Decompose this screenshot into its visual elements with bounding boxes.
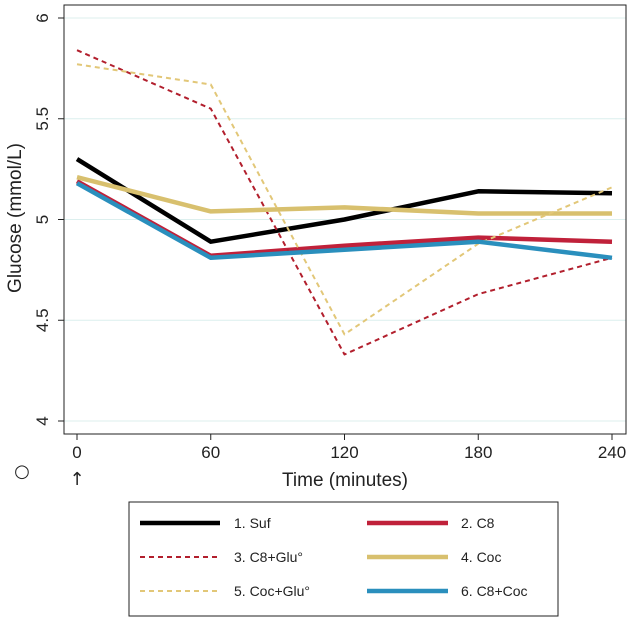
- legend-label-3: 3. C8+Glu°: [234, 549, 303, 565]
- x-tick-label: 240: [598, 443, 626, 462]
- x-tick-labels: 0 60 120 180 240: [72, 443, 626, 462]
- series-line-4: [76, 175, 612, 216]
- series-lines: [75, 49, 613, 356]
- x-tick-label: 120: [330, 443, 358, 462]
- x-tick-label: 0: [72, 443, 81, 462]
- series-line-1: [75, 157, 613, 244]
- series-line-6: [75, 181, 613, 261]
- origin-circle-marker: ○: [14, 461, 30, 482]
- y-tick-label: 4.5: [33, 308, 52, 332]
- x-axis-title: Time (minutes): [282, 470, 408, 491]
- series-line-3: [76, 49, 613, 356]
- legend: 1. Suf 2. C8 3. C8+Glu° 4. Coc 5. Coc+Glu° 6.…: [128, 501, 559, 617]
- legend-label-1: 1. Suf: [234, 515, 271, 531]
- legend-label-5: 5. Coc+Glu°: [234, 583, 310, 599]
- y-tick-labels: 4 4.5 5 5.5 6: [33, 13, 52, 425]
- x-tick-label: 60: [201, 443, 220, 462]
- axes: [58, 4, 627, 440]
- y-tick-label: 6: [33, 13, 52, 22]
- y-axis-title: Glucose (mmol/L): [5, 143, 26, 293]
- legend-label-6: 6. C8+Coc: [461, 583, 528, 599]
- y-tick-label: 4: [33, 416, 52, 425]
- legend-label-2: 2. C8: [461, 515, 495, 531]
- y-tick-label: 5.5: [33, 107, 52, 131]
- legend-label-4: 4. Coc: [461, 549, 501, 565]
- x-tick-label: 180: [464, 443, 492, 462]
- arrow-marker-icon: ↑: [69, 469, 84, 490]
- y-tick-label: 5: [33, 215, 52, 224]
- series-line-5: [76, 63, 613, 336]
